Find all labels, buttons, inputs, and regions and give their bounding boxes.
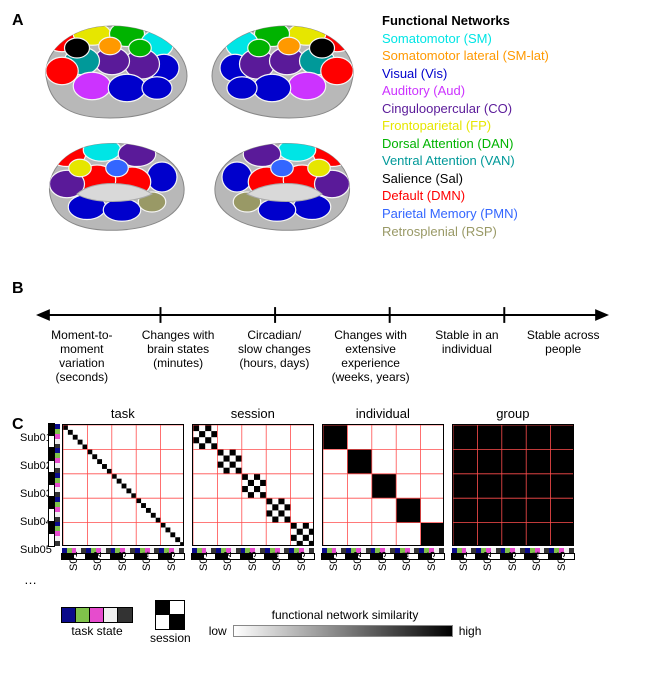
- brain-lateral-right: [207, 16, 367, 126]
- matrix-xlabel: S05: [166, 557, 178, 571]
- matrix-xlabel: S01: [458, 557, 470, 571]
- brain-medial-right: [207, 132, 367, 242]
- timeline-item: Stable acrosspeople: [517, 328, 609, 384]
- timeline-item: Changes withbrain states(minutes): [132, 328, 224, 384]
- matrix-ylabel: Sub03: [20, 488, 52, 500]
- legend-item: Somatomotor (SM): [382, 30, 549, 48]
- matrix-title: group: [496, 406, 529, 421]
- legend-item: Parietal Memory (PMN): [382, 205, 549, 223]
- matrix-xlabel: S01: [328, 557, 340, 571]
- panel-c: C Sub01 Sub02 Sub03 Sub04 Sub05 task S01 S02 S0…: [12, 406, 633, 645]
- matrix-xlabel: S04: [141, 557, 153, 571]
- matrix-xlabel: S02: [92, 557, 104, 571]
- legend-item: Visual (Vis): [382, 65, 549, 83]
- matrix-xlabel: S03: [247, 557, 259, 571]
- matrix-xlabel: S05: [556, 557, 568, 571]
- gradient-legend: functional network similarity low high: [209, 608, 482, 638]
- networks-legend: Functional Networks Somatomotor (SM)Soma…: [382, 12, 549, 240]
- legend-item: Cinguloopercular (CO): [382, 100, 549, 118]
- session-swatch: [170, 615, 184, 629]
- task-state-swatch: [62, 608, 76, 622]
- matrix-title: task: [111, 406, 135, 421]
- matrix-xlabel: S04: [401, 557, 413, 571]
- legend-item: Dorsal Attention (DAN): [382, 135, 549, 153]
- task-state-legend: task state: [62, 608, 132, 638]
- matrix-xlabel: S03: [117, 557, 129, 571]
- panel-c-label: C: [12, 416, 24, 434]
- matrix-ylabel: Sub05: [20, 544, 52, 556]
- matrix-xlabel: S02: [352, 557, 364, 571]
- brain-medial-left: [32, 132, 192, 242]
- panel-a: A Functional Networks Somatomotor (SM)So…: [12, 12, 633, 272]
- timeline-item: Moment-to-momentvariation(seconds): [36, 328, 128, 384]
- gradient-low: low: [209, 624, 227, 638]
- matrix-group: group S01 S02 S03 S04 S05: [452, 406, 574, 570]
- matrix-xlabel: S02: [482, 557, 494, 571]
- session-legend: session: [150, 601, 191, 645]
- timeline-item: Changes withextensiveexperience(weeks, y…: [325, 328, 417, 384]
- matrix-row: Sub01 Sub02 Sub03 Sub04 Sub05 task S01 S02 S03 S…: [20, 406, 633, 570]
- matrix-ylabel: Sub02: [20, 460, 52, 472]
- task-state-label: task state: [71, 624, 122, 638]
- matrix-individual: individual S01 S02 S03 S04 S05: [322, 406, 444, 570]
- legend-item: Salience (Sal): [382, 170, 549, 188]
- matrix-title: individual: [356, 406, 410, 421]
- timeline-item: Circadian/slow changes(hours, days): [229, 328, 321, 384]
- session-swatch: [156, 601, 170, 615]
- timeline: Moment-to-momentvariation(seconds)Change…: [36, 304, 609, 384]
- matrix-xlabel: S05: [426, 557, 438, 571]
- matrix-title: session: [231, 406, 275, 421]
- panel-b: B Moment-to-momentvariation(seconds)Chan…: [12, 280, 633, 384]
- panel-b-label: B: [12, 280, 633, 298]
- gradient-bar: [233, 625, 453, 637]
- session-label: session: [150, 631, 191, 645]
- bottom-legend: task state session functional network si…: [62, 601, 633, 645]
- matrix-ylabel: Sub04: [20, 516, 52, 528]
- matrix-task: task S01 S02 S03 S04 S05: [62, 406, 184, 570]
- legend-item: Ventral Attention (VAN): [382, 152, 549, 170]
- session-swatch: [156, 615, 170, 629]
- matrix-session: session S01 S02 S03 S04 S05: [192, 406, 314, 570]
- legend-item: Default (DMN): [382, 187, 549, 205]
- task-state-swatch: [104, 608, 118, 622]
- task-state-swatch: [118, 608, 132, 622]
- gradient-high: high: [459, 624, 482, 638]
- matrix-ylabel: Sub01: [20, 432, 52, 444]
- brain-lateral-left: [32, 16, 192, 126]
- legend-item: Retrosplenial (RSP): [382, 223, 549, 241]
- matrix-xlabel: S05: [296, 557, 308, 571]
- matrix-xlabel: S02: [222, 557, 234, 571]
- timeline-item: Stable in anindividual: [421, 328, 513, 384]
- brain-grid: [32, 16, 372, 242]
- subjects-ellipsis: …: [24, 572, 633, 587]
- matrix-xlabel: S03: [377, 557, 389, 571]
- matrix-xlabel: S03: [507, 557, 519, 571]
- session-swatch: [170, 601, 184, 615]
- matrix-xlabel: S01: [68, 557, 80, 571]
- timeline-labels: Moment-to-momentvariation(seconds)Change…: [36, 328, 609, 384]
- matrix-xlabel: S04: [271, 557, 283, 571]
- matrix-xlabel: S01: [198, 557, 210, 571]
- task-state-swatch: [76, 608, 90, 622]
- task-state-swatch: [90, 608, 104, 622]
- legend-item: Auditory (Aud): [382, 82, 549, 100]
- gradient-title: functional network similarity: [272, 608, 419, 622]
- legend-title: Functional Networks: [382, 12, 549, 30]
- matrix-xlabel: S04: [531, 557, 543, 571]
- legend-item: Somatomotor lateral (SM-lat): [382, 47, 549, 65]
- timeline-axis: [36, 304, 609, 326]
- legend-item: Frontoparietal (FP): [382, 117, 549, 135]
